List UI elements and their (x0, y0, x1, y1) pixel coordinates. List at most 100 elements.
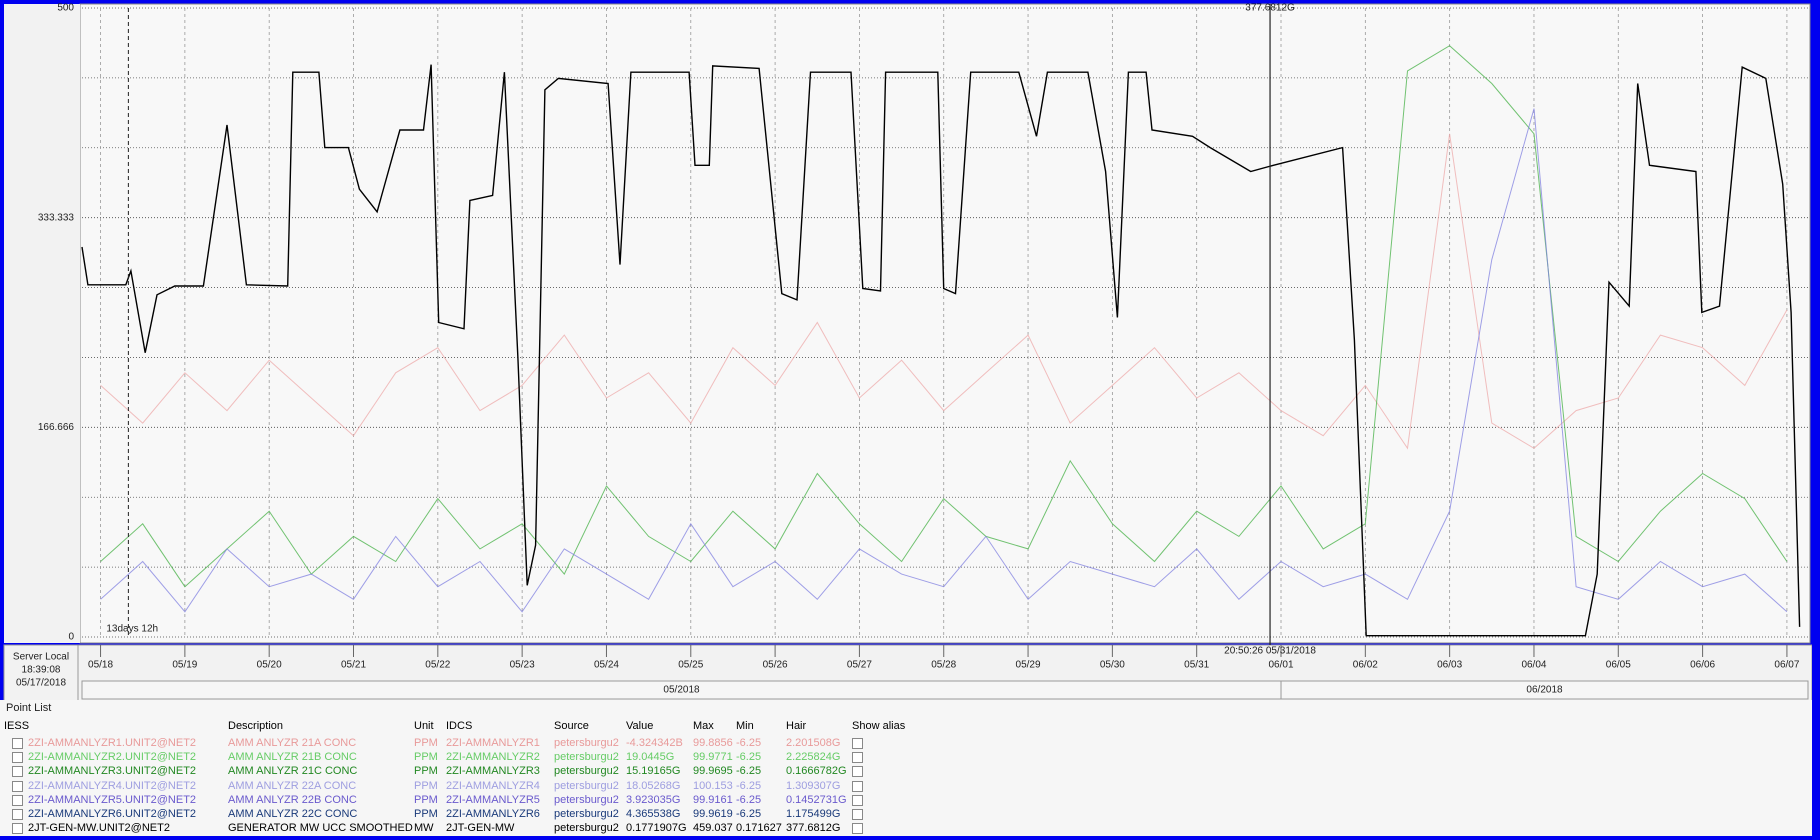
x-tick-label: 05/20 (257, 660, 282, 671)
cell: -6.25 (736, 779, 762, 792)
cell: -6.25 (736, 808, 762, 820)
cell: 459.037 (693, 822, 733, 835)
cell: 2ZI-AMMANLYZR3.UNIT2@NET2 (28, 765, 197, 778)
x-tick-label: 05/26 (763, 660, 788, 671)
cell: 2.225824G (786, 751, 841, 764)
x-tick-label: 06/02 (1353, 660, 1378, 671)
column-header: Max (693, 720, 714, 732)
cell: 2ZI-AMMANLYZR6.UNIT2@NET2 (28, 808, 197, 820)
row-checkbox[interactable] (12, 823, 23, 835)
alias-checkbox[interactable] (852, 752, 863, 764)
cell: AMM ANLYZR 22C CONC (228, 808, 358, 820)
cell: 1.309307G (786, 779, 841, 792)
cursor-value: 377.6812G (1245, 3, 1295, 14)
cell: 2ZI-AMMANLYZR1 (446, 737, 540, 749)
cell: petersburgu2 (554, 793, 619, 806)
cell: 377.6812G (786, 822, 841, 835)
cell: AMM ANLYZR 21A CONC (228, 737, 357, 749)
x-tick-label: 05/18 (88, 660, 113, 671)
alias-checkbox[interactable] (852, 738, 863, 749)
column-header: IDCS (446, 720, 473, 732)
x-tick-label: 06/03 (1437, 660, 1462, 671)
alias-checkbox[interactable] (852, 766, 863, 778)
column-header: IESS (4, 720, 30, 732)
series-line (81, 64, 1801, 637)
x-tick-label: 05/23 (510, 660, 535, 671)
marker-label: 13days 12h (106, 624, 158, 635)
server-time: Server Local (13, 652, 69, 663)
column-header: Show alias (852, 720, 906, 732)
cell: 2ZI-AMMANLYZR5 (446, 793, 540, 806)
column-header: Min (736, 720, 754, 732)
trend-chart: 0 166.666 333.333 500 05/18 05/19 05/20 05/21 05… (3, 2, 1812, 700)
cell: 0.1452731G (786, 793, 847, 806)
cell: petersburgu2 (554, 737, 619, 749)
alias-checkbox[interactable] (852, 780, 863, 792)
x-tick-label: 05/30 (1100, 660, 1125, 671)
column-header: Unit (414, 720, 434, 732)
x-tick-label: 05/31 (1184, 660, 1209, 671)
month-band (1280, 680, 1809, 700)
series-line (100, 133, 1788, 450)
y-tick-label: 166.666 (38, 422, 75, 433)
server-time-box (3, 644, 79, 700)
row-checkbox[interactable] (12, 794, 23, 806)
cell: PPM (414, 808, 438, 820)
cell: 0.1771907G (626, 822, 687, 835)
series-line (100, 45, 1788, 588)
plot-area (79, 3, 1811, 644)
cell: PPM (414, 737, 438, 749)
row-checkbox[interactable] (12, 780, 23, 792)
cell: petersburgu2 (554, 751, 619, 764)
y-axis-area (4, 4, 80, 643)
x-tick-label: 05/24 (594, 660, 619, 671)
cell: -6.25 (736, 793, 762, 806)
row-checkbox[interactable] (12, 738, 23, 749)
cell: 2ZI-AMMANLYZR3 (446, 765, 540, 778)
cursor-time: 20:50:26 05/31/2018 (1224, 646, 1316, 657)
alias-checkbox[interactable] (852, 809, 863, 820)
month-label: 06/2018 (1526, 685, 1563, 696)
cell: petersburgu2 (554, 808, 619, 820)
cell: 2ZI-AMMANLYZR4 (446, 779, 540, 792)
cell: 4.365538G (626, 808, 681, 820)
cell: PPM (414, 765, 438, 778)
cell: 0.1666782G (786, 765, 847, 778)
x-tick-label: 06/04 (1521, 660, 1546, 671)
row-checkbox[interactable] (12, 752, 23, 764)
cell: 15.19165G (626, 765, 681, 778)
cell: 99.8856 (693, 737, 733, 749)
cell: 2ZI-AMMANLYZR5.UNIT2@NET2 (28, 793, 197, 806)
x-tick-label: 05/25 (678, 660, 703, 671)
column-header: Description (228, 720, 284, 732)
alias-checkbox[interactable] (852, 794, 863, 806)
cell: 0.171627 (736, 822, 782, 835)
x-tick-label: 06/07 (1774, 660, 1799, 671)
cell: 2.201508G (786, 737, 841, 749)
cell: 2ZI-AMMANLYZR6 (446, 808, 540, 820)
cell: 19.0445G (626, 751, 675, 764)
row-checkbox[interactable] (12, 809, 23, 820)
cell: AMM ANLYZR 22B CONC (228, 793, 357, 806)
cell: 1.175499G (786, 808, 841, 820)
cell: AMM ANLYZR 22A CONC (228, 779, 357, 792)
cell: 2ZI-AMMANLYZR4.UNIT2@NET2 (28, 779, 197, 792)
cell: PPM (414, 779, 438, 792)
row-checkbox[interactable] (12, 766, 23, 778)
column-header: Hair (786, 720, 807, 732)
series-line (100, 108, 1788, 613)
month-label: 05/2018 (663, 685, 700, 696)
alias-checkbox[interactable] (852, 823, 863, 835)
x-tick-label: 05/29 (1016, 660, 1041, 671)
cell: 2ZI-AMMANLYZR2 (446, 751, 540, 764)
y-tick-label: 0 (68, 632, 74, 643)
cell: -4.324342B (626, 737, 683, 749)
cell: petersburgu2 (554, 765, 619, 778)
cell: -6.25 (736, 737, 762, 749)
cell: petersburgu2 (554, 822, 619, 835)
cell: -6.25 (736, 765, 762, 778)
cell: 99.9619 (693, 808, 733, 820)
cell: -6.25 (736, 751, 762, 764)
cell: GENERATOR MW UCC SMOOTHED (228, 822, 413, 835)
